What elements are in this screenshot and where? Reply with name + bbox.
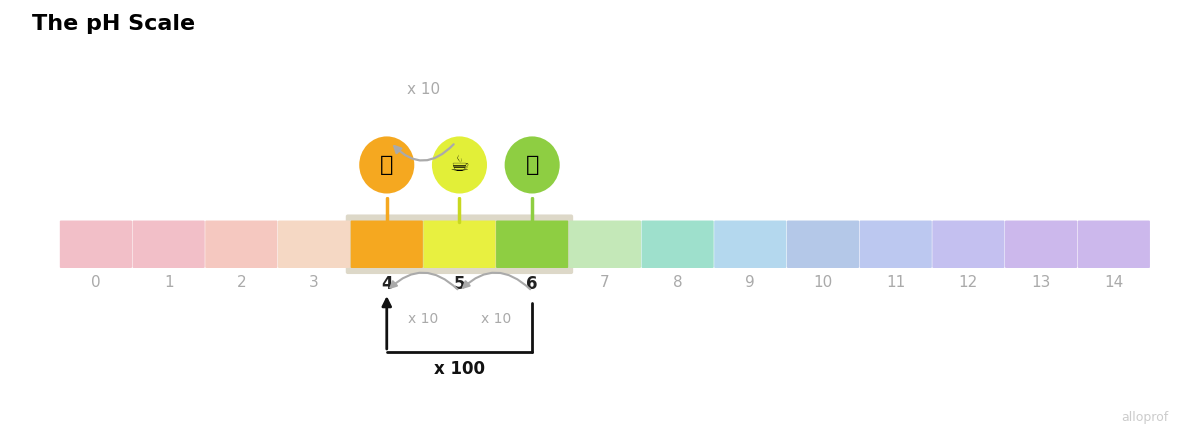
- Text: x 10: x 10: [408, 312, 438, 326]
- FancyBboxPatch shape: [60, 220, 132, 268]
- Text: 6: 6: [527, 275, 538, 293]
- Text: 13: 13: [1032, 275, 1051, 290]
- Text: alloprof: alloprof: [1121, 410, 1169, 424]
- Text: 14: 14: [1104, 275, 1123, 290]
- FancyBboxPatch shape: [132, 220, 205, 268]
- FancyBboxPatch shape: [278, 220, 350, 268]
- Text: 2: 2: [236, 275, 246, 290]
- Text: 11: 11: [886, 275, 905, 290]
- Circle shape: [503, 134, 562, 195]
- FancyBboxPatch shape: [1078, 220, 1150, 268]
- FancyBboxPatch shape: [714, 220, 786, 268]
- Text: 5: 5: [454, 275, 466, 293]
- FancyBboxPatch shape: [424, 220, 496, 268]
- FancyBboxPatch shape: [569, 220, 641, 268]
- FancyBboxPatch shape: [350, 220, 422, 268]
- Text: 12: 12: [959, 275, 978, 290]
- Text: 1: 1: [164, 275, 174, 290]
- Circle shape: [358, 134, 416, 195]
- Text: 🍅: 🍅: [380, 155, 394, 175]
- FancyBboxPatch shape: [859, 220, 932, 268]
- Text: ☕: ☕: [450, 155, 469, 175]
- Text: x 10: x 10: [407, 82, 439, 97]
- Text: 0: 0: [91, 275, 101, 290]
- FancyBboxPatch shape: [932, 220, 1004, 268]
- Text: 8: 8: [673, 275, 683, 290]
- Text: 🥛: 🥛: [526, 155, 539, 175]
- Text: 7: 7: [600, 275, 610, 290]
- Text: 4: 4: [380, 275, 392, 293]
- Text: The pH Scale: The pH Scale: [31, 14, 194, 35]
- Text: x 10: x 10: [481, 312, 511, 326]
- FancyBboxPatch shape: [205, 220, 277, 268]
- FancyBboxPatch shape: [642, 220, 714, 268]
- Circle shape: [430, 134, 488, 195]
- Text: x 100: x 100: [434, 360, 485, 378]
- FancyBboxPatch shape: [346, 215, 574, 274]
- Text: 9: 9: [745, 275, 755, 290]
- FancyBboxPatch shape: [1006, 220, 1078, 268]
- FancyBboxPatch shape: [496, 220, 569, 268]
- Text: 3: 3: [310, 275, 319, 290]
- Text: 10: 10: [814, 275, 833, 290]
- FancyBboxPatch shape: [787, 220, 859, 268]
